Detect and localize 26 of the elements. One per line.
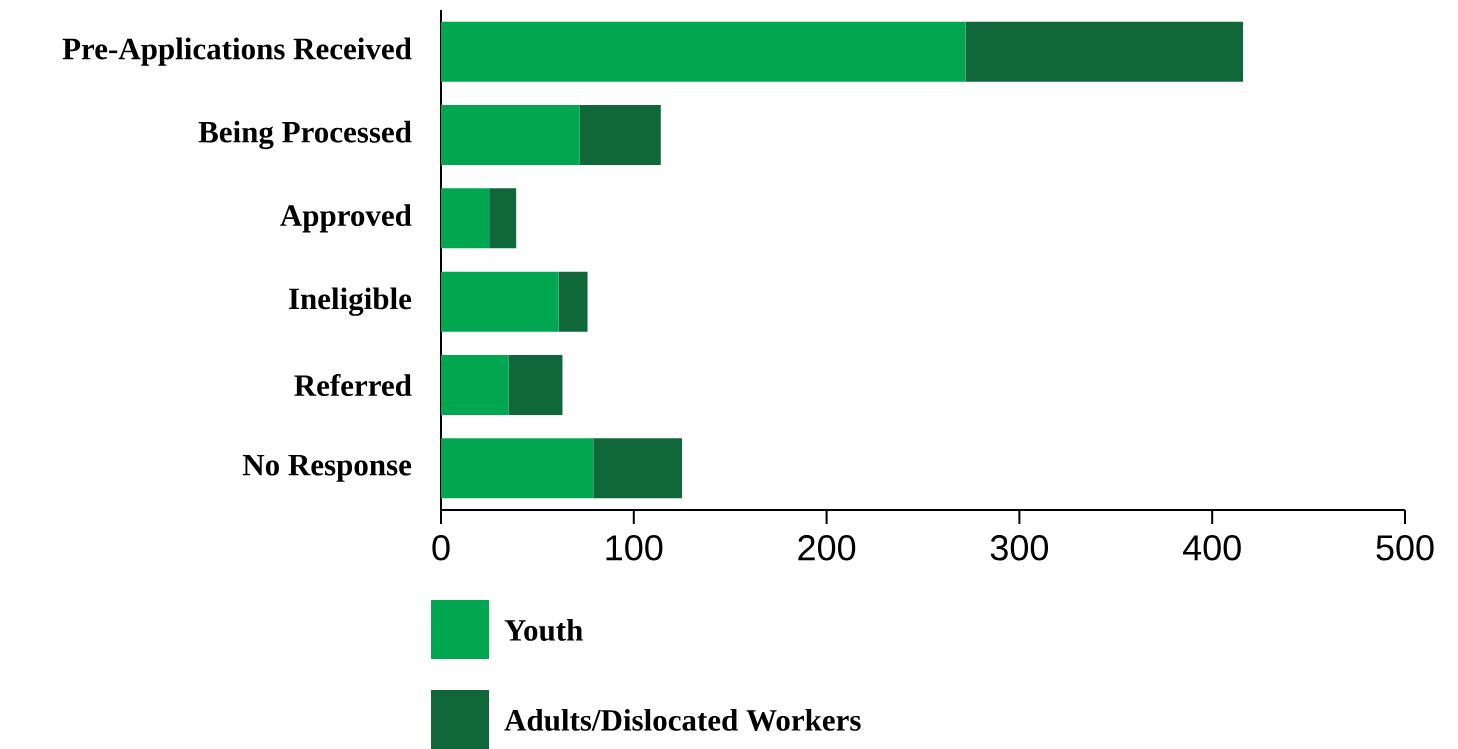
bar — [441, 271, 559, 332]
x-tick-label: 0 — [432, 535, 450, 561]
x-tick-label: 400 — [1182, 535, 1241, 561]
bar — [558, 271, 588, 332]
bar — [441, 21, 966, 82]
y-tick-label: Ineligible — [288, 287, 412, 316]
bar — [489, 188, 517, 249]
bar — [441, 355, 509, 415]
legend-label: Youth — [504, 619, 583, 641]
bar — [508, 355, 563, 415]
bar — [579, 105, 661, 165]
x-tick-label: 200 — [798, 535, 856, 561]
bar — [965, 21, 1244, 82]
y-tick-label: Referred — [294, 373, 412, 397]
y-tick-label: No Response — [242, 454, 412, 482]
legend-label: Adults/Dislocated Workers — [504, 708, 861, 731]
bar — [593, 438, 682, 499]
x-tick-label: 500 — [1376, 535, 1434, 561]
bar — [441, 105, 580, 165]
bar — [441, 188, 490, 249]
y-tick-label: Pre-Applications Received — [62, 37, 412, 66]
y-tick-label: Being Processed — [198, 120, 412, 150]
x-tick-label: 300 — [990, 535, 1049, 561]
y-tick-label: Approved — [280, 204, 412, 233]
x-tick-label: 100 — [606, 535, 663, 561]
bar — [441, 438, 594, 499]
